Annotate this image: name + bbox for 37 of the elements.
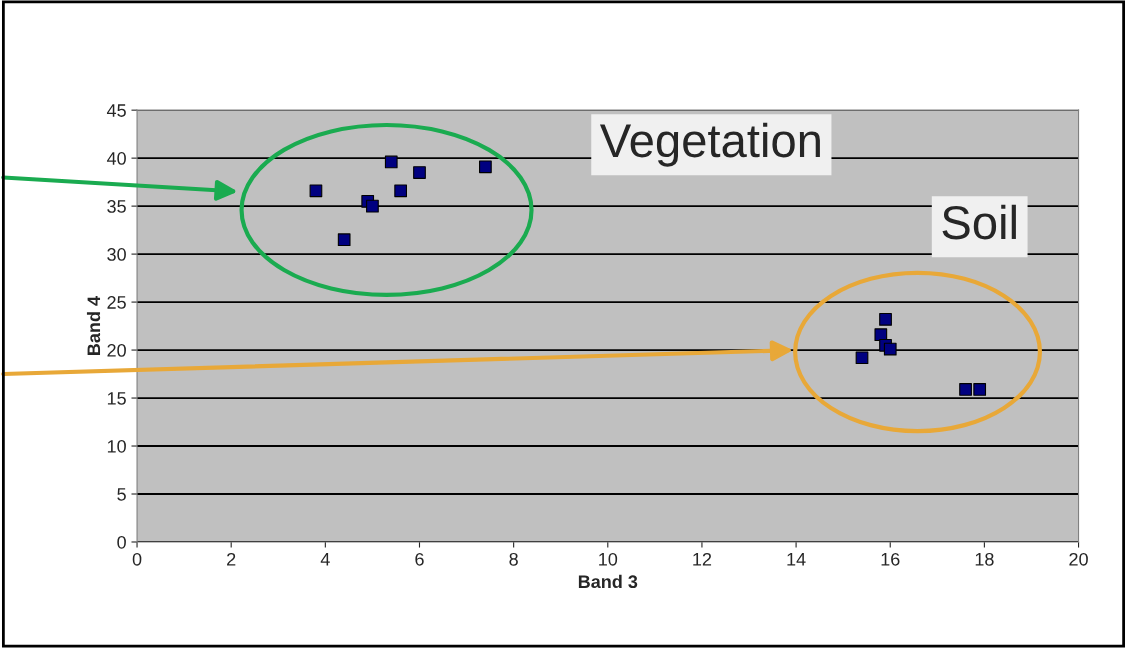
- x-axis-title: Band 3: [578, 574, 638, 589]
- annotation: Vegetation: [599, 122, 820, 167]
- x-tick-label: 2: [227, 552, 236, 566]
- point: [384, 155, 398, 169]
- x-tick-label: 10: [599, 552, 618, 566]
- y-tick-label: 20: [107, 344, 126, 357]
- point: [394, 184, 408, 198]
- point: [973, 383, 987, 396]
- x-tick-label: 0: [132, 552, 142, 566]
- point: [855, 351, 869, 365]
- annotation: Soil: [942, 204, 1016, 240]
- point: [883, 342, 897, 356]
- x-tick-label: 6: [415, 552, 424, 566]
- x-tick-label: 8: [509, 552, 518, 566]
- x-tick-label: 18: [975, 552, 994, 566]
- x-tick-label: 4: [320, 553, 330, 566]
- point: [366, 199, 379, 213]
- y-tick-label: 5: [117, 488, 126, 501]
- y-tick-label: 15: [107, 392, 126, 405]
- point: [413, 166, 426, 179]
- point: [309, 184, 323, 198]
- point: [479, 160, 492, 174]
- y-tick-label: 25: [107, 296, 126, 309]
- point: [879, 312, 892, 326]
- point: [959, 383, 972, 396]
- x-tick-label: 14: [787, 553, 806, 566]
- y-tick-label: 0: [117, 535, 126, 549]
- y-tick-label: 35: [107, 200, 126, 213]
- x-tick-label: 20: [1069, 552, 1088, 566]
- x-tick-label: 16: [881, 552, 900, 566]
- y-tick-label: 30: [107, 248, 126, 261]
- y-tick-label: 45: [106, 104, 126, 117]
- y-axis-title: Band 4: [86, 296, 101, 355]
- point: [337, 233, 351, 247]
- x-tick-label: 12: [693, 552, 712, 566]
- y-tick-label: 40: [106, 152, 126, 165]
- y-tick-label: 10: [107, 439, 126, 453]
